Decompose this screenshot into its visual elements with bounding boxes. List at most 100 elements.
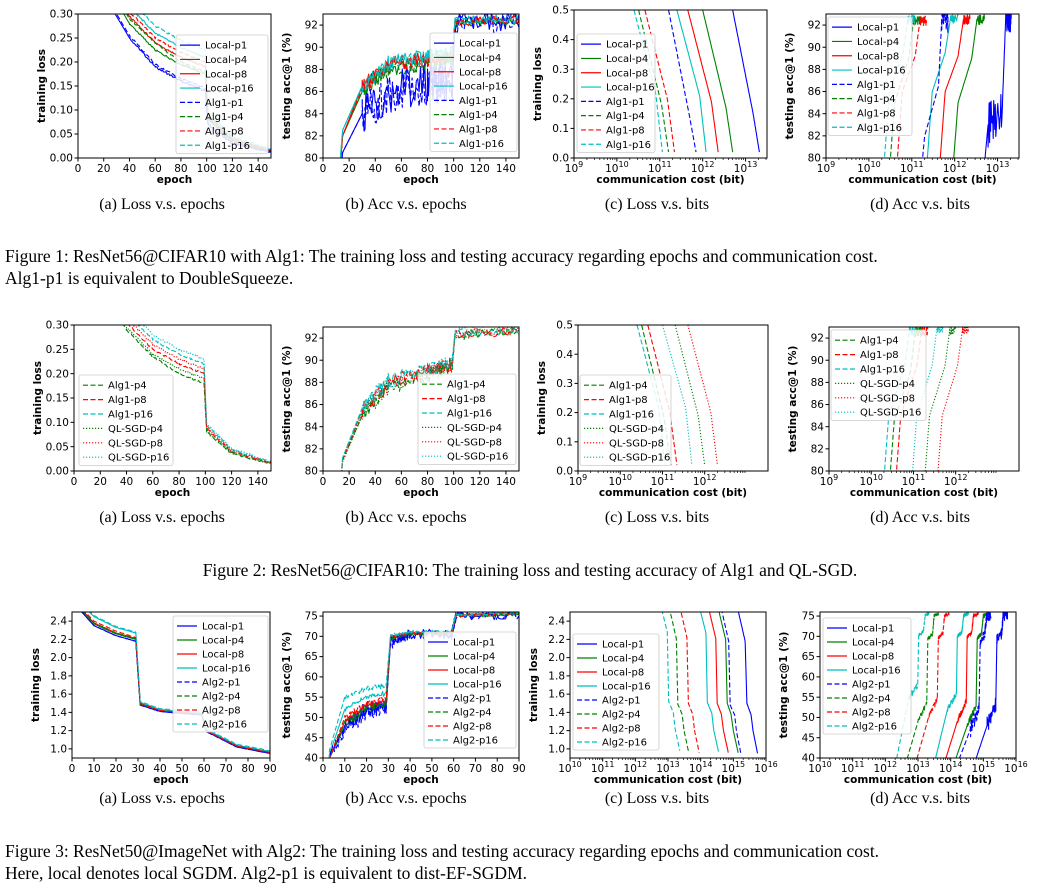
x-tick-label: 0	[75, 163, 82, 175]
y-axis-label: testing acc@1 (%)	[778, 632, 790, 739]
legend-entry: Alg1-p1	[857, 80, 896, 91]
legend-entry: Alg1-p8	[860, 350, 899, 361]
y-tick-label: 45	[802, 732, 815, 744]
series-line-Local-p8	[945, 612, 979, 758]
legend-entry: Alg2-p8	[602, 724, 641, 735]
y-tick-label: 92	[305, 333, 318, 345]
legend: Local-p1 Local-p4 Local-p8 Local-p16 Alg1-p1…	[827, 16, 913, 136]
y-axis-label: training loss	[532, 47, 544, 121]
y-tick-label: 70	[305, 631, 318, 643]
legend: Local-p1 Local-p4 Local-p8 Local-p16 Alg2-p1…	[822, 617, 912, 735]
y-tick-label: 0.20	[50, 57, 73, 69]
x-tick-label: 1010	[857, 160, 881, 175]
series-line-QL-SGD-p8	[937, 327, 969, 471]
legend-entry: QL-SGD-p4	[860, 379, 915, 390]
series-line-Local-p8	[708, 612, 729, 753]
y-axis-label: testing acc@1 (%)	[787, 346, 799, 453]
y-tick-label: 1.4	[50, 707, 67, 719]
y-tick-label: 0.20	[46, 368, 69, 380]
figure3-caption-line1: Figure 3: ResNet50@ImageNet with Alg2: T…	[5, 841, 880, 861]
legend-entry: QL-SGD-p4	[108, 424, 163, 435]
y-tick-label: 0.15	[46, 393, 69, 405]
x-tick-label: 40	[153, 763, 166, 775]
y-tick-label: 2.4	[50, 616, 67, 628]
legend-entry: Alg1-p16	[108, 410, 153, 421]
plot-frame	[577, 324, 769, 472]
legend-box	[423, 631, 517, 749]
x-axis-label: communication cost (bit)	[850, 487, 998, 499]
subcaption-fig3-a: (a) Loss v.s. epochs	[99, 790, 225, 807]
y-tick-label: 90	[305, 355, 318, 367]
y-axis-label: testing acc@1 (%)	[281, 33, 293, 140]
x-tick-label: 1011	[902, 473, 926, 488]
y-tick-label: 60	[802, 671, 815, 683]
series-line-Alg1-p4	[122, 325, 271, 464]
legend-entry: Alg2-p8	[453, 722, 492, 733]
y-tick-label: 88	[305, 64, 318, 76]
series-line-Alg1-p1	[667, 10, 697, 153]
subcaption-fig3-b: (b) Acc v.s. epochs	[345, 790, 467, 807]
legend-entry: Alg1-p16	[609, 410, 654, 421]
legend-entry: Local-p1	[459, 39, 501, 50]
legend-entry: Alg1-p1	[205, 98, 244, 109]
y-tick-label: 0.00	[50, 153, 73, 165]
legend-entry: Alg2-p4	[602, 710, 641, 721]
y-tick-label: 86	[305, 86, 319, 98]
series-line-QL-SGD-p16	[143, 325, 271, 463]
legend-box	[172, 615, 269, 733]
x-tick-label: 1016	[754, 760, 778, 775]
x-tick-label: 140	[248, 476, 268, 488]
y-tick-label: 70	[802, 631, 815, 643]
y-tick-label: 2.0	[50, 652, 67, 664]
y-tick-label: 0.4	[556, 349, 573, 361]
x-tick-label: 1014	[689, 760, 713, 775]
legend-entry: Alg2-p1	[202, 678, 241, 689]
legend-entry: QL-SGD-p8	[860, 393, 915, 404]
x-tick-label: 50	[425, 763, 438, 775]
y-tick-label: 88	[811, 377, 824, 389]
series-line-Local-p1	[984, 14, 1012, 158]
legend: Alg1-p4 Alg1-p8 Alg1-p16 QL-SGD-p4 QL-SGD-p8…	[417, 373, 517, 465]
legend-entry: Local-p4	[606, 54, 648, 65]
figure2-caption-line1: Figure 2: ResNet56@CIFAR10: The training…	[202, 560, 858, 580]
y-tick-label: 0.3	[556, 378, 573, 390]
plot-frame	[828, 326, 1020, 472]
x-axis-label: epoch	[153, 774, 189, 786]
chart-panel-10: 0 10 20 30 40 50 60 70 80 90 40 45 50 55 60 65 70 75 epoch…	[281, 611, 526, 786]
y-tick-label: 0.10	[50, 105, 73, 117]
x-axis-label: communication cost (bit)	[844, 774, 992, 786]
y-tick-label: 40	[305, 753, 318, 765]
series-line-Local-p16	[700, 612, 719, 752]
legend-entry: QL-SGD-p4	[609, 424, 664, 435]
figure1-caption-line1: Figure 1: ResNet56@CIFAR10 with Alg1: Th…	[5, 246, 878, 266]
series-line-Local-p16	[676, 10, 707, 153]
legend-entry: Local-p16	[602, 682, 651, 693]
legend-entry: Local-p4	[602, 654, 644, 665]
y-tick-label: 82	[305, 443, 318, 455]
x-tick-label: 60	[146, 476, 159, 488]
y-tick-label: 88	[808, 64, 821, 76]
series-line-Alg2-p16	[661, 612, 681, 751]
legend-entry: Alg2-p8	[852, 708, 891, 719]
y-tick-label: 0.1	[552, 123, 569, 135]
x-tick-label: 100	[444, 476, 464, 488]
x-tick-label: 40	[403, 763, 416, 775]
series-line-QL-SGD-p16	[340, 327, 519, 471]
x-tick-label: 109	[565, 160, 583, 175]
series-line-Local-p8	[939, 14, 971, 158]
series-group	[328, 612, 519, 758]
y-tick-label: 1.8	[50, 670, 67, 682]
x-tick-label: 1016	[1004, 760, 1028, 775]
legend-entry: QL-SGD-p8	[609, 438, 664, 449]
legend-box	[576, 33, 656, 153]
x-axis-label: communication cost (bit)	[599, 487, 747, 499]
x-tick-label: 70	[469, 763, 482, 775]
series-line-Alg2-p16	[89, 612, 270, 752]
legend-entry: Alg1-p8	[606, 125, 645, 136]
series-line-Local-p8	[687, 10, 719, 153]
subcaption-fig1-c: (c) Loss v.s. bits	[604, 196, 710, 213]
y-tick-label: 90	[305, 42, 318, 54]
x-axis-label: epoch	[403, 174, 439, 186]
x-tick-label: 40	[123, 163, 136, 175]
series-line-QL-SGD-p4	[124, 325, 271, 464]
